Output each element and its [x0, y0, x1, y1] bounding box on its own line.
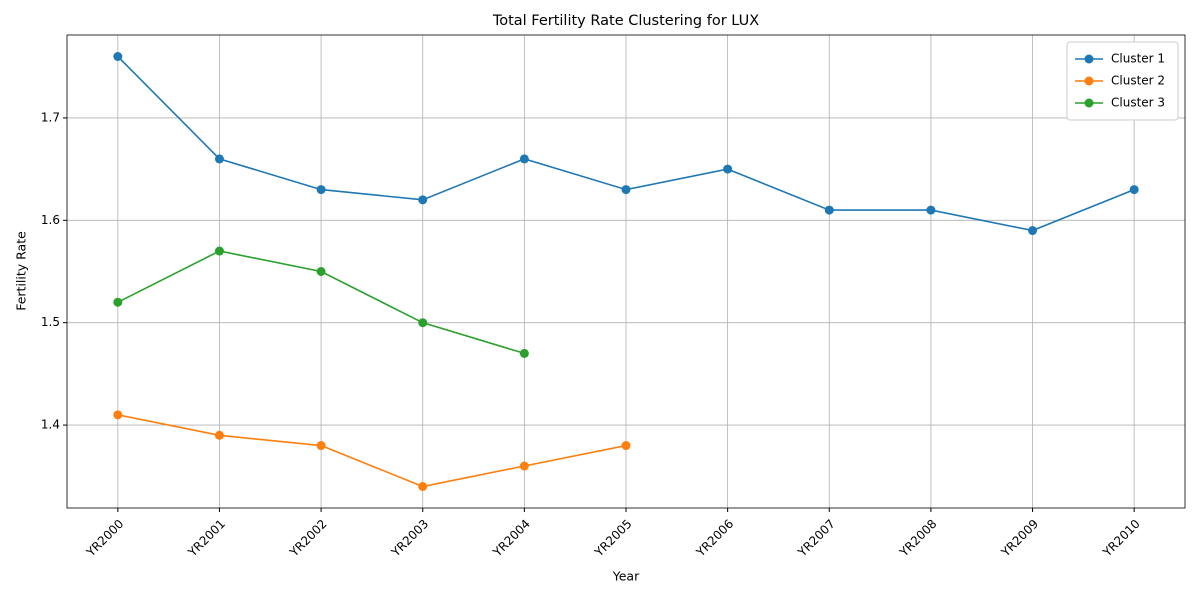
- point: [418, 195, 428, 205]
- y-tick-label: 1.7: [41, 110, 60, 124]
- y-tick-label: 1.6: [41, 213, 60, 227]
- legend-label: Cluster 1: [1111, 52, 1165, 66]
- plot-frame: [66, 34, 1186, 509]
- legend-marker: [1084, 54, 1094, 64]
- point: [214, 154, 224, 164]
- point: [824, 205, 834, 215]
- x-axis-label: Year: [612, 569, 640, 584]
- point: [214, 246, 224, 256]
- point: [1028, 226, 1038, 236]
- legend-label: Cluster 3: [1111, 96, 1165, 110]
- point: [1129, 185, 1139, 195]
- legend-box: [1066, 41, 1179, 121]
- series-line: [117, 414, 627, 488]
- point: [621, 185, 631, 195]
- point: [723, 164, 733, 174]
- point: [316, 267, 326, 276]
- point: [316, 441, 326, 451]
- point: [519, 461, 529, 471]
- point: [316, 185, 326, 195]
- point: [519, 154, 529, 164]
- point: [926, 205, 936, 215]
- point: [214, 430, 224, 440]
- y-axis-label: Fertility Rate: [14, 231, 29, 311]
- legend-marker: [1084, 76, 1094, 86]
- legend-label: Cluster 2: [1111, 74, 1165, 88]
- point: [113, 410, 123, 420]
- chart-title: Total Fertility Rate Clustering for LUX: [492, 13, 759, 29]
- point: [519, 348, 529, 358]
- point: [113, 52, 123, 61]
- y-tick-label: 1.5: [41, 315, 60, 329]
- legend-marker: [1084, 98, 1094, 108]
- point: [418, 318, 428, 328]
- point: [418, 482, 428, 491]
- point: [621, 441, 631, 451]
- y-tick-label: 1.4: [41, 418, 60, 432]
- point: [113, 297, 123, 307]
